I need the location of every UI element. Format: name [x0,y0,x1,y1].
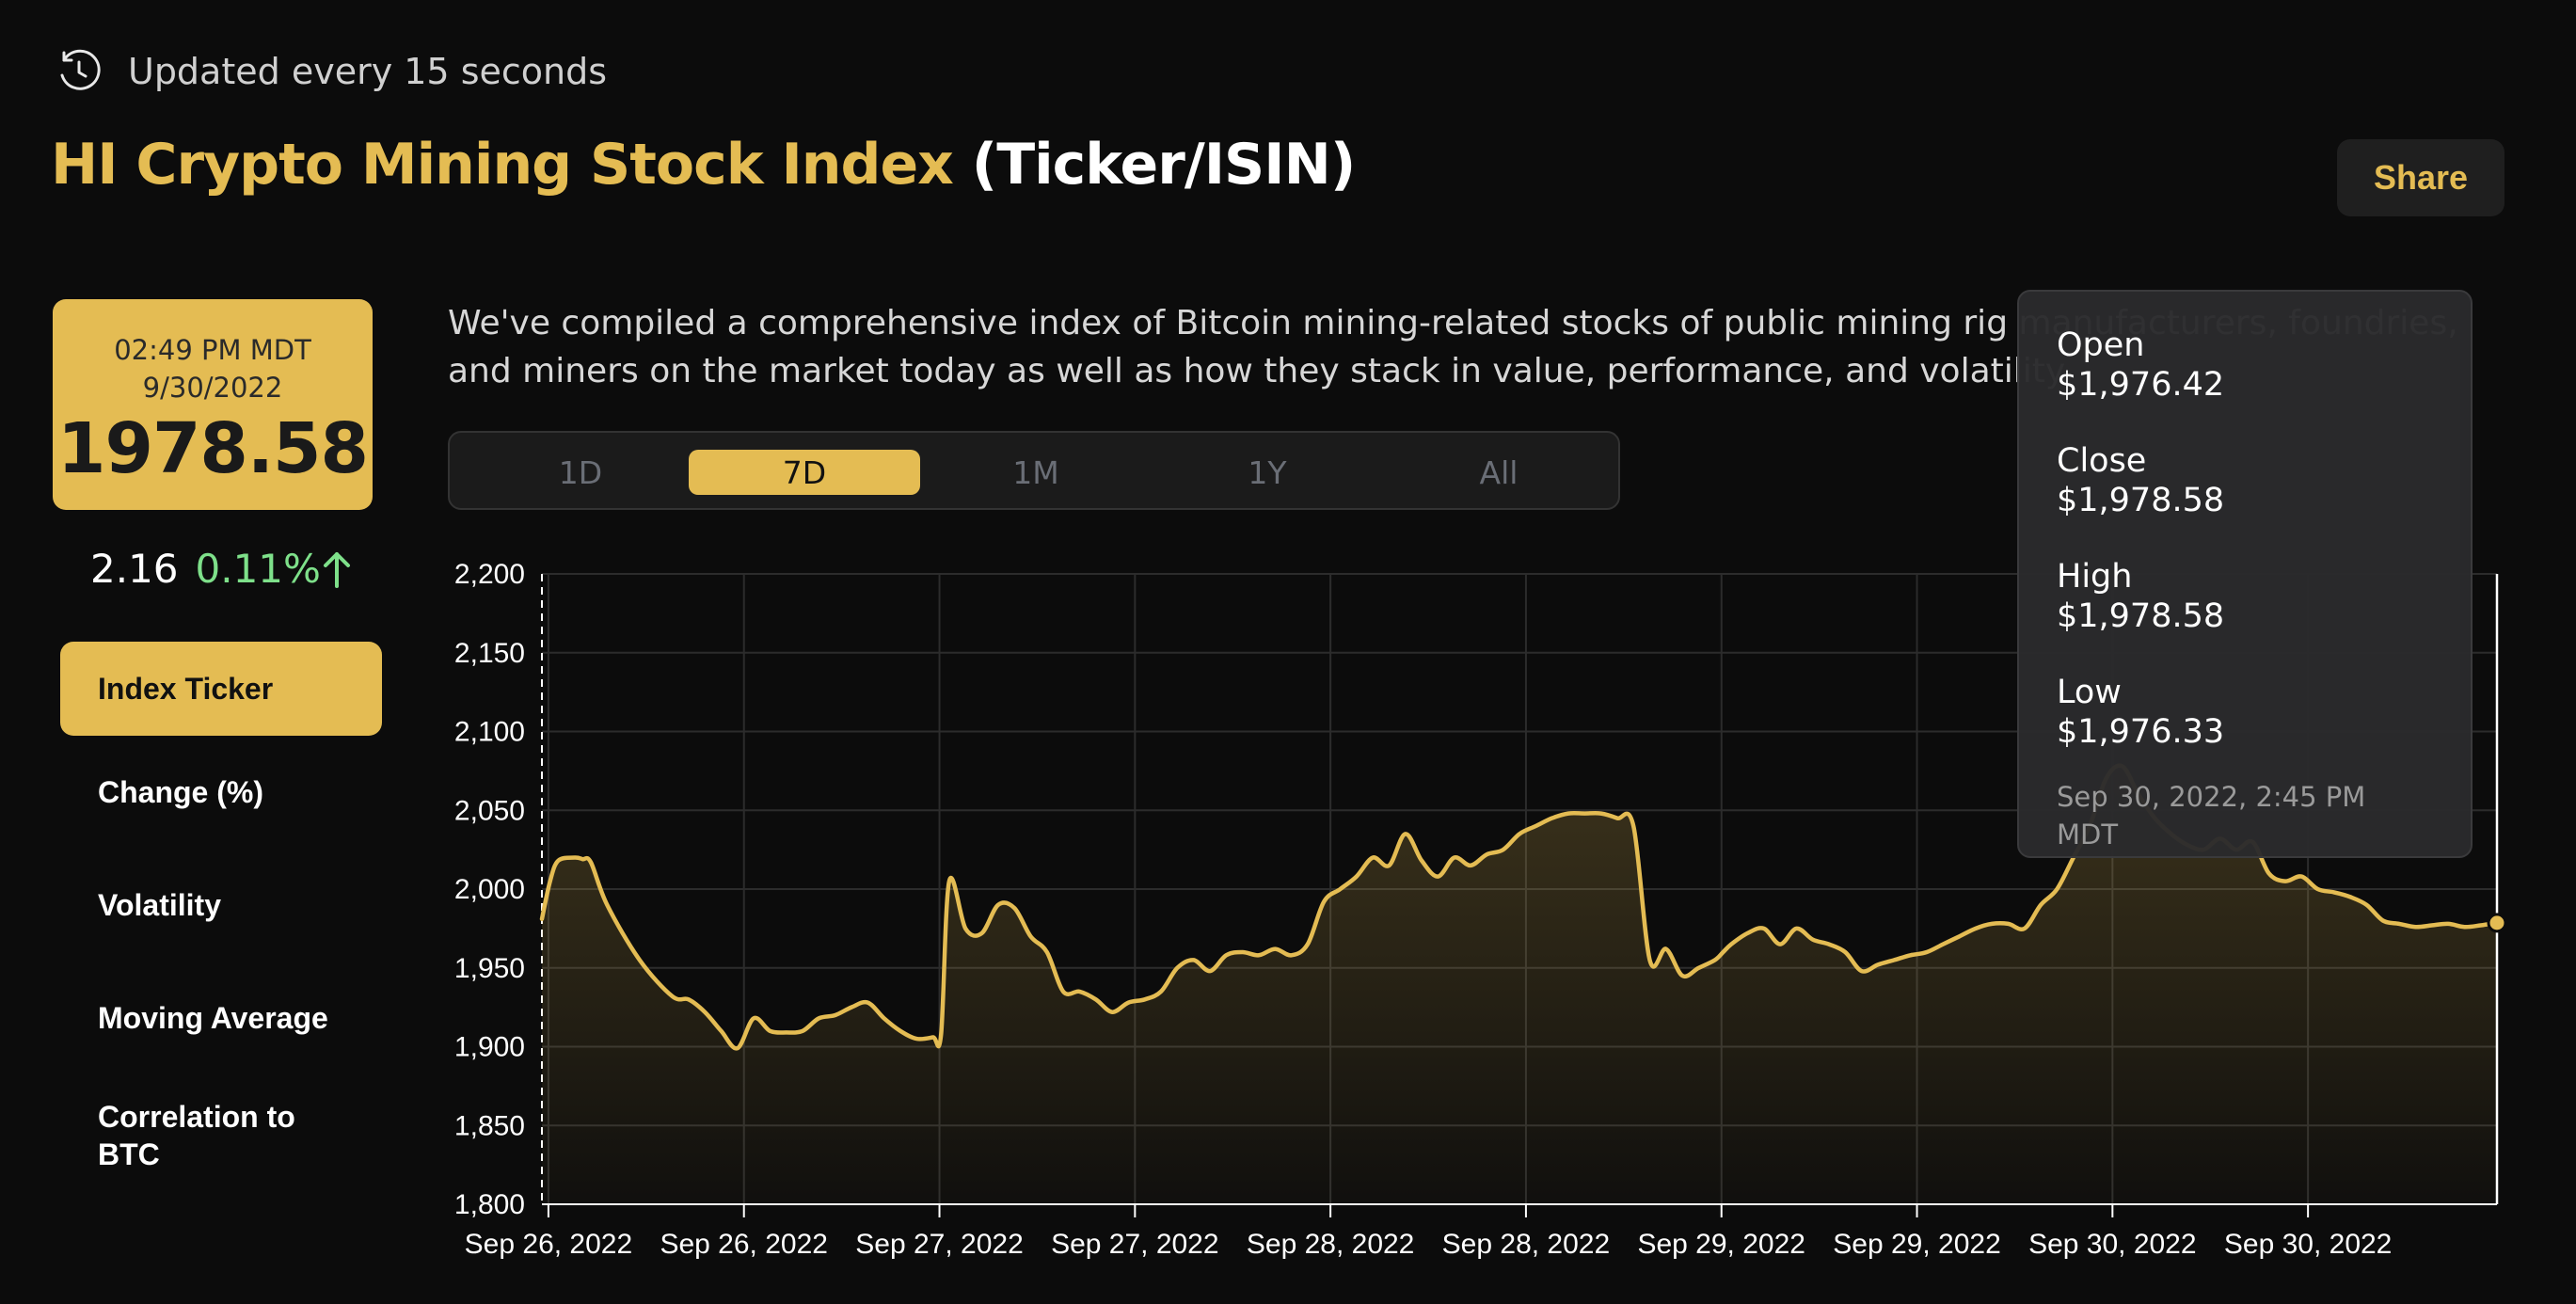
range-tab-1y[interactable]: 1Y [1248,453,1287,491]
y-tick-label: 2,050 [454,795,525,826]
y-tick-label: 2,100 [454,717,525,748]
price-time: 02:49 PM MDT [114,334,311,366]
price-card: 02:49 PM MDT 9/30/2022 1978.58 [53,299,373,510]
range-selector: 1D 7D 1M 1Y All [448,431,1620,510]
sidebar-item-change[interactable]: Change (%) [60,736,382,849]
clock-refresh-icon [60,49,101,90]
page-title: HI Crypto Mining Stock Index (Ticker/ISI… [51,132,1356,198]
tooltip-low-label: Low [2057,674,2122,711]
updated-indicator: Updated every 15 seconds [55,47,607,96]
sidebar-item-volatility[interactable]: Volatility [60,849,382,962]
x-tick-label: Sep 29, 2022 [1637,1229,1805,1260]
y-tick-label: 2,000 [454,874,525,905]
x-tick-label: Sep 29, 2022 [1833,1229,2001,1260]
y-tick-label: 1,900 [454,1032,525,1063]
tooltip-open-label: Open [2057,326,2145,364]
sidebar-item-index-ticker[interactable]: Index Ticker [60,642,382,736]
range-tab-1d[interactable]: 1D [558,453,603,491]
tooltip-high-value: $1,978.58 [2057,597,2225,635]
change-percent: 0.11% [195,546,321,592]
sidebar-item-label: Change (%) [98,775,263,809]
change-row: 2.16 0.11% [90,546,353,592]
x-tick-label: Sep 28, 2022 [1247,1229,1415,1260]
tooltip-close-label: Close [2057,442,2147,480]
updated-text: Updated every 15 seconds [128,51,608,92]
page-title-suffix: (Ticker/ISIN) [971,132,1356,198]
arrow-up-icon [323,551,350,588]
page-title-main: HI Crypto Mining Stock Index [51,132,954,198]
tooltip-open-value: $1,976.42 [2057,366,2225,404]
share-button[interactable]: Share [2337,139,2504,216]
sidebar-item-label: Correlation to BTC [98,1100,295,1171]
range-tab-1m[interactable]: 1M [1012,453,1059,491]
y-tick-label: 2,150 [454,638,525,669]
sidebar-item-moving-average[interactable]: Moving Average [60,962,382,1074]
hover-marker [2487,913,2507,933]
y-tick-label: 1,800 [454,1189,525,1220]
sidebar-item-label: Volatility [98,888,221,922]
x-tick-label: Sep 30, 2022 [2028,1229,2197,1260]
range-tab-7d[interactable]: 7D [689,450,920,495]
x-tick-label: Sep 27, 2022 [1051,1229,1219,1260]
y-tick-label: 1,850 [454,1110,525,1141]
y-tick-label: 2,200 [454,559,525,590]
y-tick-label: 1,950 [454,953,525,984]
change-absolute: 2.16 [90,546,179,592]
sidebar: Index Ticker Change (%) Volatility Movin… [60,642,382,1197]
sidebar-item-label: Moving Average [98,1001,328,1035]
range-tab-all[interactable]: All [1479,453,1519,491]
sidebar-item-label: Index Ticker [98,672,274,706]
chart-tooltip: Open $1,976.42 Close $1,978.58 High $1,9… [2017,290,2473,858]
tooltip-timestamp: Sep 30, 2022, 2:45 PM MDT [2057,781,2366,851]
x-tick-label: Sep 30, 2022 [2224,1229,2393,1260]
tooltip-high-label: High [2057,558,2133,596]
sidebar-item-correlation-btc[interactable]: Correlation to BTC [60,1074,382,1197]
tooltip-low-value: $1,976.33 [2057,713,2225,751]
series-area [542,765,2497,1204]
x-tick-label: Sep 28, 2022 [1442,1229,1611,1260]
x-tick-label: Sep 26, 2022 [465,1229,633,1260]
price-date: 9/30/2022 [142,372,283,404]
price-value: 1978.58 [56,408,369,489]
x-tick-label: Sep 27, 2022 [855,1229,1024,1260]
tooltip-close-value: $1,978.58 [2057,482,2225,519]
x-tick-label: Sep 26, 2022 [660,1229,828,1260]
